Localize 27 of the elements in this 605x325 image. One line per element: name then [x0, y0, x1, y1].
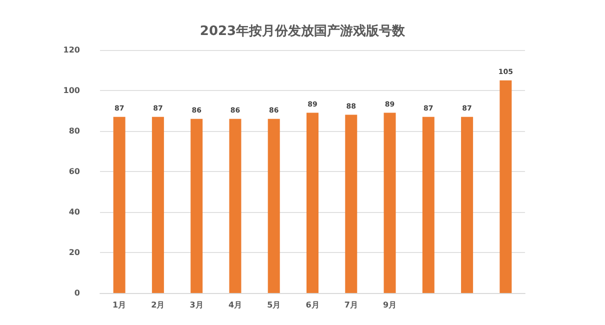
- x-tick-label: 6月: [306, 300, 320, 310]
- bar: [190, 118, 203, 293]
- bar: [500, 80, 512, 293]
- y-tick-label: 100: [63, 86, 80, 95]
- bar: [306, 112, 318, 293]
- x-tick-label: 3月: [190, 300, 204, 310]
- chart-title: 2023年按月份发放国产游戏版号数: [200, 23, 406, 39]
- x-tick-label: 2月: [151, 300, 165, 310]
- y-tick-label: 0: [74, 288, 80, 298]
- x-tick-label: 9月: [382, 300, 397, 310]
- y-tick-label: 60: [68, 167, 80, 176]
- bar: [422, 116, 434, 293]
- bar: [229, 118, 242, 293]
- bar: [152, 116, 164, 293]
- bar: [384, 112, 396, 293]
- bar: [113, 116, 126, 293]
- y-tick-label: 40: [68, 208, 80, 216]
- x-tick-label: 4月: [228, 300, 242, 310]
- y-tick-label: 120: [63, 46, 80, 54]
- x-tick-label: 5月: [267, 300, 281, 310]
- y-tick-label: 80: [68, 126, 80, 136]
- bar: [268, 118, 280, 293]
- bar: [461, 116, 474, 293]
- x-tick-label: 7月: [344, 300, 358, 310]
- x-tick-label: 1月: [112, 300, 126, 310]
- y-tick-label: 20: [68, 248, 80, 257]
- bar: [345, 114, 358, 293]
